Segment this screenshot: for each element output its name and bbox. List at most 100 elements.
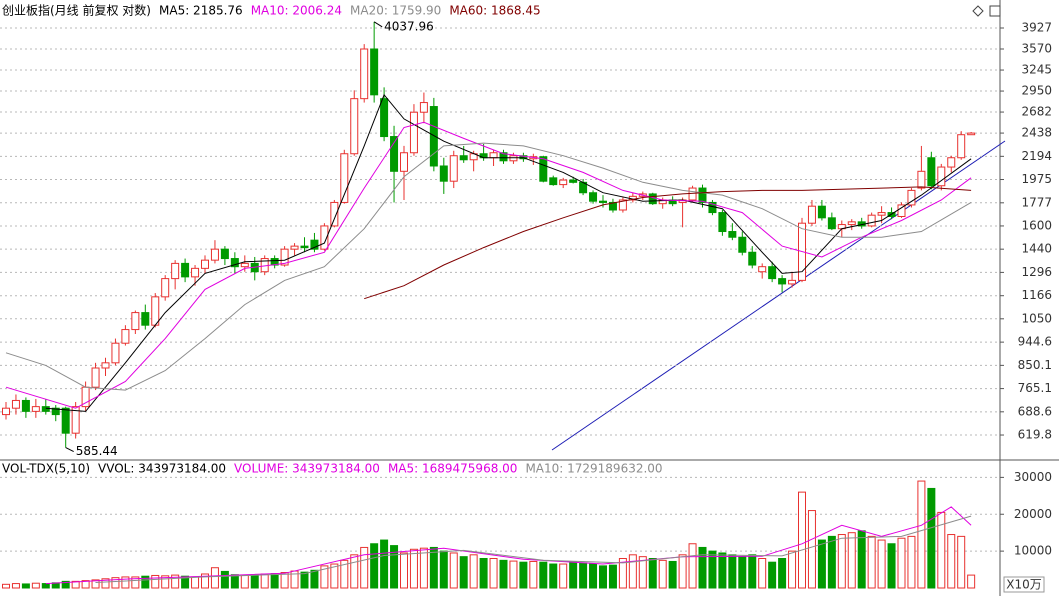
volume-bar — [907, 535, 916, 589]
volume-bar — [778, 558, 787, 589]
y-tick-label: 765.1 — [1018, 381, 1052, 395]
volume-bar — [469, 554, 478, 589]
candle-body — [768, 266, 777, 280]
candle-body — [2, 407, 10, 416]
maximize-icon[interactable] — [989, 5, 1001, 17]
volume-bar — [877, 539, 886, 589]
candle-body — [927, 157, 936, 187]
candle-body — [230, 258, 239, 268]
low-label: 585.44 — [76, 444, 118, 458]
candle-body — [509, 155, 518, 162]
volume-bar — [688, 543, 697, 589]
candle-body — [340, 153, 349, 203]
ma-line — [45, 93, 972, 412]
candle-body — [489, 152, 498, 159]
candle-body — [599, 200, 607, 203]
candle-body — [51, 407, 60, 416]
candle-body — [937, 166, 946, 187]
y-tick-label: 688.6 — [1018, 404, 1052, 418]
volume-bar — [947, 534, 956, 589]
candle-body — [539, 156, 548, 182]
y-tick-label: 1440 — [1021, 242, 1052, 256]
candle-body — [419, 102, 428, 113]
y-tick-label: 1166 — [1021, 288, 1052, 302]
volume-bar — [31, 582, 40, 589]
candle-body — [61, 407, 70, 434]
legend-text: MA20: 1759.90 — [350, 4, 441, 18]
candle-body — [191, 267, 200, 278]
volume-bar — [499, 559, 508, 589]
volume-bar — [798, 491, 806, 589]
volume-bar — [897, 537, 906, 589]
volume-bar — [967, 574, 976, 589]
candle-body — [41, 406, 50, 412]
volume-bar — [479, 558, 488, 589]
legend-text: MA5: 1689475968.00 — [388, 462, 518, 476]
volume-bar — [71, 580, 80, 589]
candle-body — [320, 225, 329, 250]
volume-bar — [320, 565, 329, 589]
candle-body — [569, 179, 578, 183]
candle-body — [111, 342, 120, 364]
volume-bar — [937, 511, 946, 589]
volume-bar — [559, 563, 568, 589]
volume-bar — [648, 558, 657, 589]
candle-body — [91, 367, 100, 388]
candle-body — [350, 98, 359, 155]
candle-body — [101, 362, 110, 369]
candle-body — [201, 259, 209, 269]
y-tick-label: 2682 — [1021, 105, 1052, 119]
ma-line — [5, 142, 972, 391]
volume-bar — [300, 571, 309, 589]
volume-bar — [718, 552, 727, 589]
ma-line — [95, 515, 972, 583]
candle-body — [618, 199, 627, 211]
candle-body — [738, 236, 747, 253]
volume-bar — [837, 534, 846, 589]
candle-body — [847, 221, 856, 226]
trend-line[interactable] — [551, 140, 1006, 451]
volume-bar — [589, 563, 598, 589]
volume-bar — [618, 558, 627, 589]
volume-bar — [260, 573, 269, 589]
volume-bar — [459, 556, 468, 589]
y-tick-label: 30000 — [1014, 470, 1052, 484]
legend-text: MA10: 2006.24 — [251, 4, 342, 18]
settings-icon[interactable] — [972, 5, 984, 17]
candle-body — [300, 245, 309, 249]
volume-bar — [549, 563, 558, 589]
unit-box — [1003, 576, 1045, 593]
candle-body — [171, 262, 180, 280]
candle-body — [559, 179, 568, 186]
y-tick-label: 944.6 — [1018, 335, 1052, 349]
volume-bar — [698, 546, 707, 589]
volume-bar — [489, 558, 498, 589]
volume-bar — [509, 560, 518, 589]
candle-body — [390, 136, 399, 172]
candle-body — [360, 48, 369, 100]
volume-bar — [2, 583, 10, 589]
candle-body — [698, 187, 707, 203]
unit-label: X10万 — [1006, 578, 1042, 592]
candle-body — [907, 189, 916, 206]
candle-body — [499, 152, 508, 162]
volume-bar — [240, 574, 249, 589]
y-tick-label: 1050 — [1021, 311, 1052, 325]
candle-body — [877, 212, 886, 216]
candle-body — [897, 204, 906, 218]
candle-body — [400, 152, 408, 172]
candle-body — [439, 165, 448, 182]
candle-body — [240, 262, 249, 268]
volume-bar — [867, 535, 876, 589]
volume-bar — [201, 573, 209, 589]
volume-bar — [191, 576, 200, 589]
candle-body — [718, 212, 727, 233]
candle-body — [459, 155, 468, 161]
volume-bar — [728, 554, 737, 589]
volume-bar — [529, 560, 538, 589]
candle-body — [210, 248, 219, 261]
candle-body — [827, 217, 836, 230]
candle-body — [748, 251, 757, 266]
volume-bar — [658, 559, 667, 589]
volume-bar — [957, 535, 966, 589]
